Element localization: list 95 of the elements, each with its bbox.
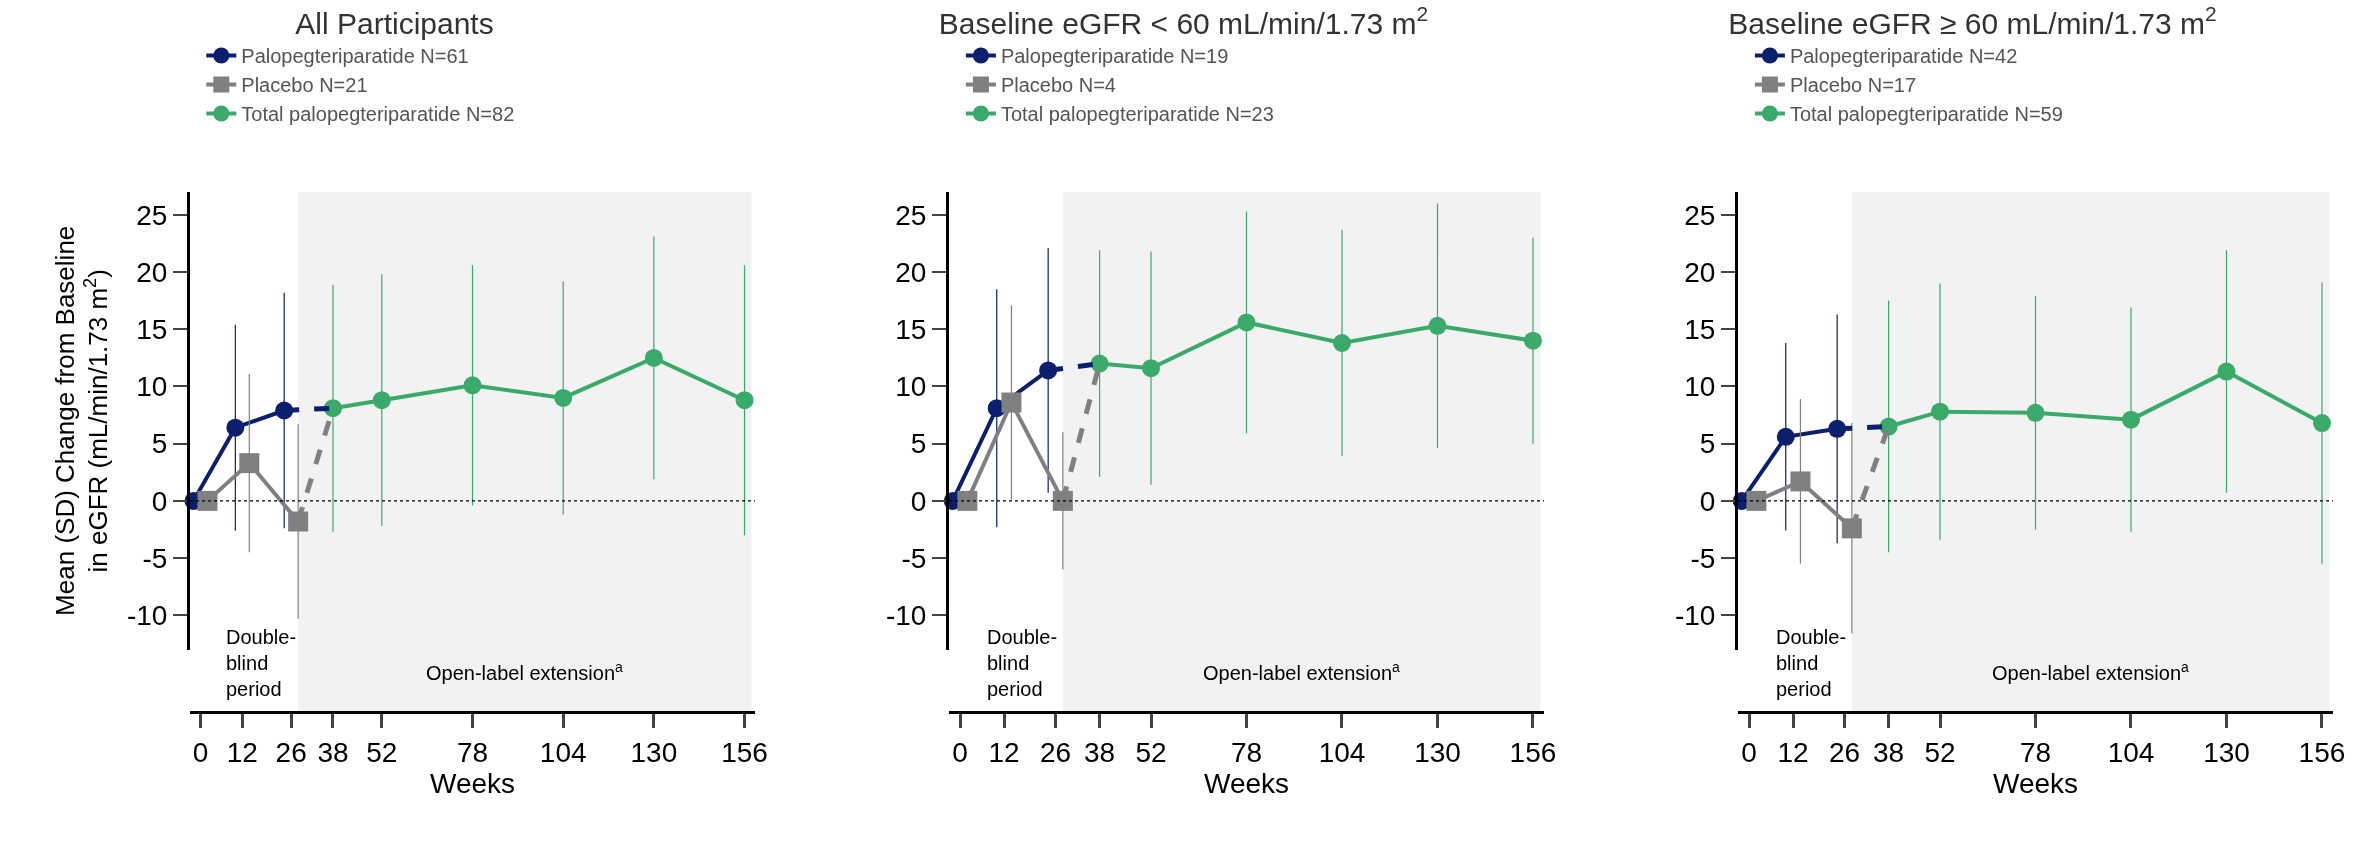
band-label: Open-label extension$^{a}$ [1203,659,1401,685]
y-tick-label: -5 [1690,542,1716,574]
point [1523,331,1542,350]
x-tick-label: 130 [2203,736,2250,768]
legend-label: Total palopegteriparatide N=82 [241,103,515,126]
y-tick-label: 10 [895,371,927,403]
y-tick-label: 15 [136,314,168,346]
point [1142,359,1161,378]
y-tick-label: 25 [1684,199,1716,231]
y-tick-label: 10 [136,371,168,403]
y-tick-label: 10 [1684,371,1716,403]
legend-label: Total palopegteriparatide N=59 [1789,103,2063,126]
x-tick-label: 78 [456,736,489,768]
x-tick-label: 156 [721,736,768,768]
x-tick-label: 26 [1039,736,1072,768]
x-tick-label: 0 [1741,736,1757,768]
legend-label: Palopegteriparatide N=19 [1000,45,1229,68]
x-tick-label: 104 [1318,736,1366,768]
point [239,453,260,474]
chart-title: Baseline eGFR < 60 mL/min/1.73 m$^{2}$ [938,2,1429,40]
x-tick-label: 104 [539,736,587,768]
point [554,388,573,407]
point [226,418,245,437]
x-tick-label: 26 [1828,736,1861,768]
x-tick-label: 26 [275,736,307,768]
x-tick-label: 38 [317,736,349,768]
x-tick-label: 0 [952,736,968,768]
y-tick-label: 0 [910,485,927,517]
x-tick-label: 78 [2019,736,2052,768]
y-tick-label: 5 [910,428,927,460]
band-label: Open-label extension$^{a}$ [1992,659,2190,685]
y-tick-label: 25 [895,199,927,231]
x-tick-label: 78 [1230,736,1263,768]
point [2312,414,2331,433]
x-tick-label: 0 [192,736,209,768]
point [1001,392,1022,413]
legend-label: Placebo N=4 [1000,74,1116,97]
x-tick-label: 12 [226,736,258,768]
legend-label: Palopegteriparatide N=61 [241,45,469,68]
y-tick-label: 0 [151,485,168,517]
point [735,391,754,410]
y-tick-label: -10 [1674,600,1716,632]
x-tick-label: 156 [1509,736,1557,768]
point [1746,490,1767,511]
y-tick-label: 20 [1684,256,1716,288]
annotation: Double- blind period [987,626,1058,700]
legend-label: Palopegteriparatide N=42 [1789,45,2018,68]
y-tick-label: 5 [151,428,168,460]
legend-label: Placebo N=17 [1789,74,1917,97]
x-tick-label: 156 [2298,736,2346,768]
x-tick-label: 12 [1777,736,1809,768]
point [1237,313,1256,332]
annotation: Double- blind period [1776,626,1847,700]
x-tick-label: 12 [988,736,1020,768]
x-tick-label: 52 [1135,736,1167,768]
y-tick-label: -10 [126,600,168,632]
x-axis-title: Weeks [429,767,516,799]
y-tick-label: -5 [142,542,168,574]
x-tick-label: 38 [1873,736,1905,768]
y-tick-label: -5 [901,542,927,574]
annotation: Double- blind period [226,626,297,700]
x-tick-label: 130 [630,736,678,768]
legend-label: Total palopegteriparatide N=23 [1000,103,1274,126]
point [197,490,218,511]
point [2122,410,2140,429]
point [1428,316,1447,335]
y-tick-label: 25 [136,199,168,231]
point [1931,402,1950,421]
y-tick-label: 20 [895,256,927,288]
y-tick-label: 15 [895,314,927,346]
y-tick-label: 5 [1699,428,1716,460]
point [1333,334,1351,352]
point [372,391,391,410]
y-tick-label: 15 [1684,314,1716,346]
x-tick-label: 130 [1414,736,1461,768]
x-tick-label: 52 [366,736,398,768]
x-tick-label: 52 [1924,736,1956,768]
y-tick-label: 20 [136,256,168,288]
x-tick-label: 104 [2107,736,2155,768]
y-tick-label: -10 [885,600,927,632]
point [1776,427,1795,446]
point [2217,362,2236,381]
y-tick-label: 0 [1699,485,1716,517]
x-tick-label: 38 [1084,736,1116,768]
point [463,376,482,395]
x-axis-title: Weeks [1203,767,1290,799]
chart-title: Baseline eGFR ≥ 60 mL/min/1.73 m$^{2}$ [1728,2,2217,40]
chart-title: All Participants [295,6,494,40]
point [957,490,978,511]
point [2026,403,2045,422]
point [1790,471,1811,492]
band-label: Open-label extension$^{a}$ [426,659,624,685]
point [644,348,663,367]
legend-label: Placebo N=21 [241,74,368,97]
x-axis-title: Weeks [1992,767,2079,799]
